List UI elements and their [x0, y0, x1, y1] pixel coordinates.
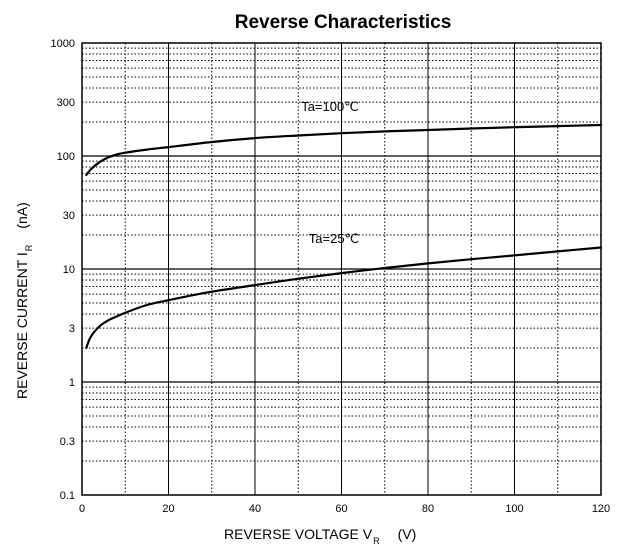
- chart-title: Reverse Characteristics: [235, 12, 452, 33]
- y-axis-label-sub: R: [24, 244, 34, 251]
- series-layer: [85, 123, 603, 350]
- series-line-1: [85, 246, 603, 350]
- y-tick-label: 1: [69, 377, 75, 389]
- y-axis-label-main: REVERSE CURRENT I: [14, 252, 30, 399]
- x-axis-label-sub: R: [373, 536, 380, 546]
- x-tick-label: 80: [422, 503, 434, 515]
- plot-frame: [81, 42, 602, 496]
- x-tick-labels: 0 20 40 60 80 100 120: [79, 503, 610, 515]
- series-labels: Ta=100℃ Ta=25℃: [301, 99, 359, 246]
- y-tick-label: 30: [63, 210, 75, 222]
- x-axis-label-unit: (V): [398, 526, 417, 542]
- y-tick-label: 0.1: [60, 490, 75, 502]
- y-tick-label: 0.3: [60, 436, 75, 448]
- y-tick-label: 100: [57, 151, 75, 163]
- y-tick-label: 300: [57, 97, 75, 109]
- x-tick-label: 0: [79, 503, 85, 515]
- x-tick-label: 120: [592, 503, 610, 515]
- series-line-0: [85, 123, 603, 176]
- series-label-1: Ta=25℃: [309, 231, 359, 246]
- y-tick-label: 10: [63, 264, 75, 276]
- y-axis-label-unit: (nA): [14, 202, 30, 228]
- x-tick-label: 20: [162, 503, 174, 515]
- series-label-0: Ta=100℃: [301, 99, 359, 114]
- x-axis-label: REVERSE VOLTAGE VR (V): [224, 526, 416, 546]
- y-tick-label: 3: [69, 323, 75, 335]
- x-tick-label: 40: [249, 503, 261, 515]
- x-tick-label: 100: [505, 503, 523, 515]
- y-tick-label: 1000: [51, 38, 75, 50]
- x-axis-label-main: REVERSE VOLTAGE V: [224, 526, 373, 542]
- y-axis-label: REVERSE CURRENT IR (nA): [14, 202, 34, 399]
- y-tick-labels: 0.1 0.3 1 3 10 30 100 300 1000: [51, 38, 75, 502]
- x-tick-label: 60: [335, 503, 347, 515]
